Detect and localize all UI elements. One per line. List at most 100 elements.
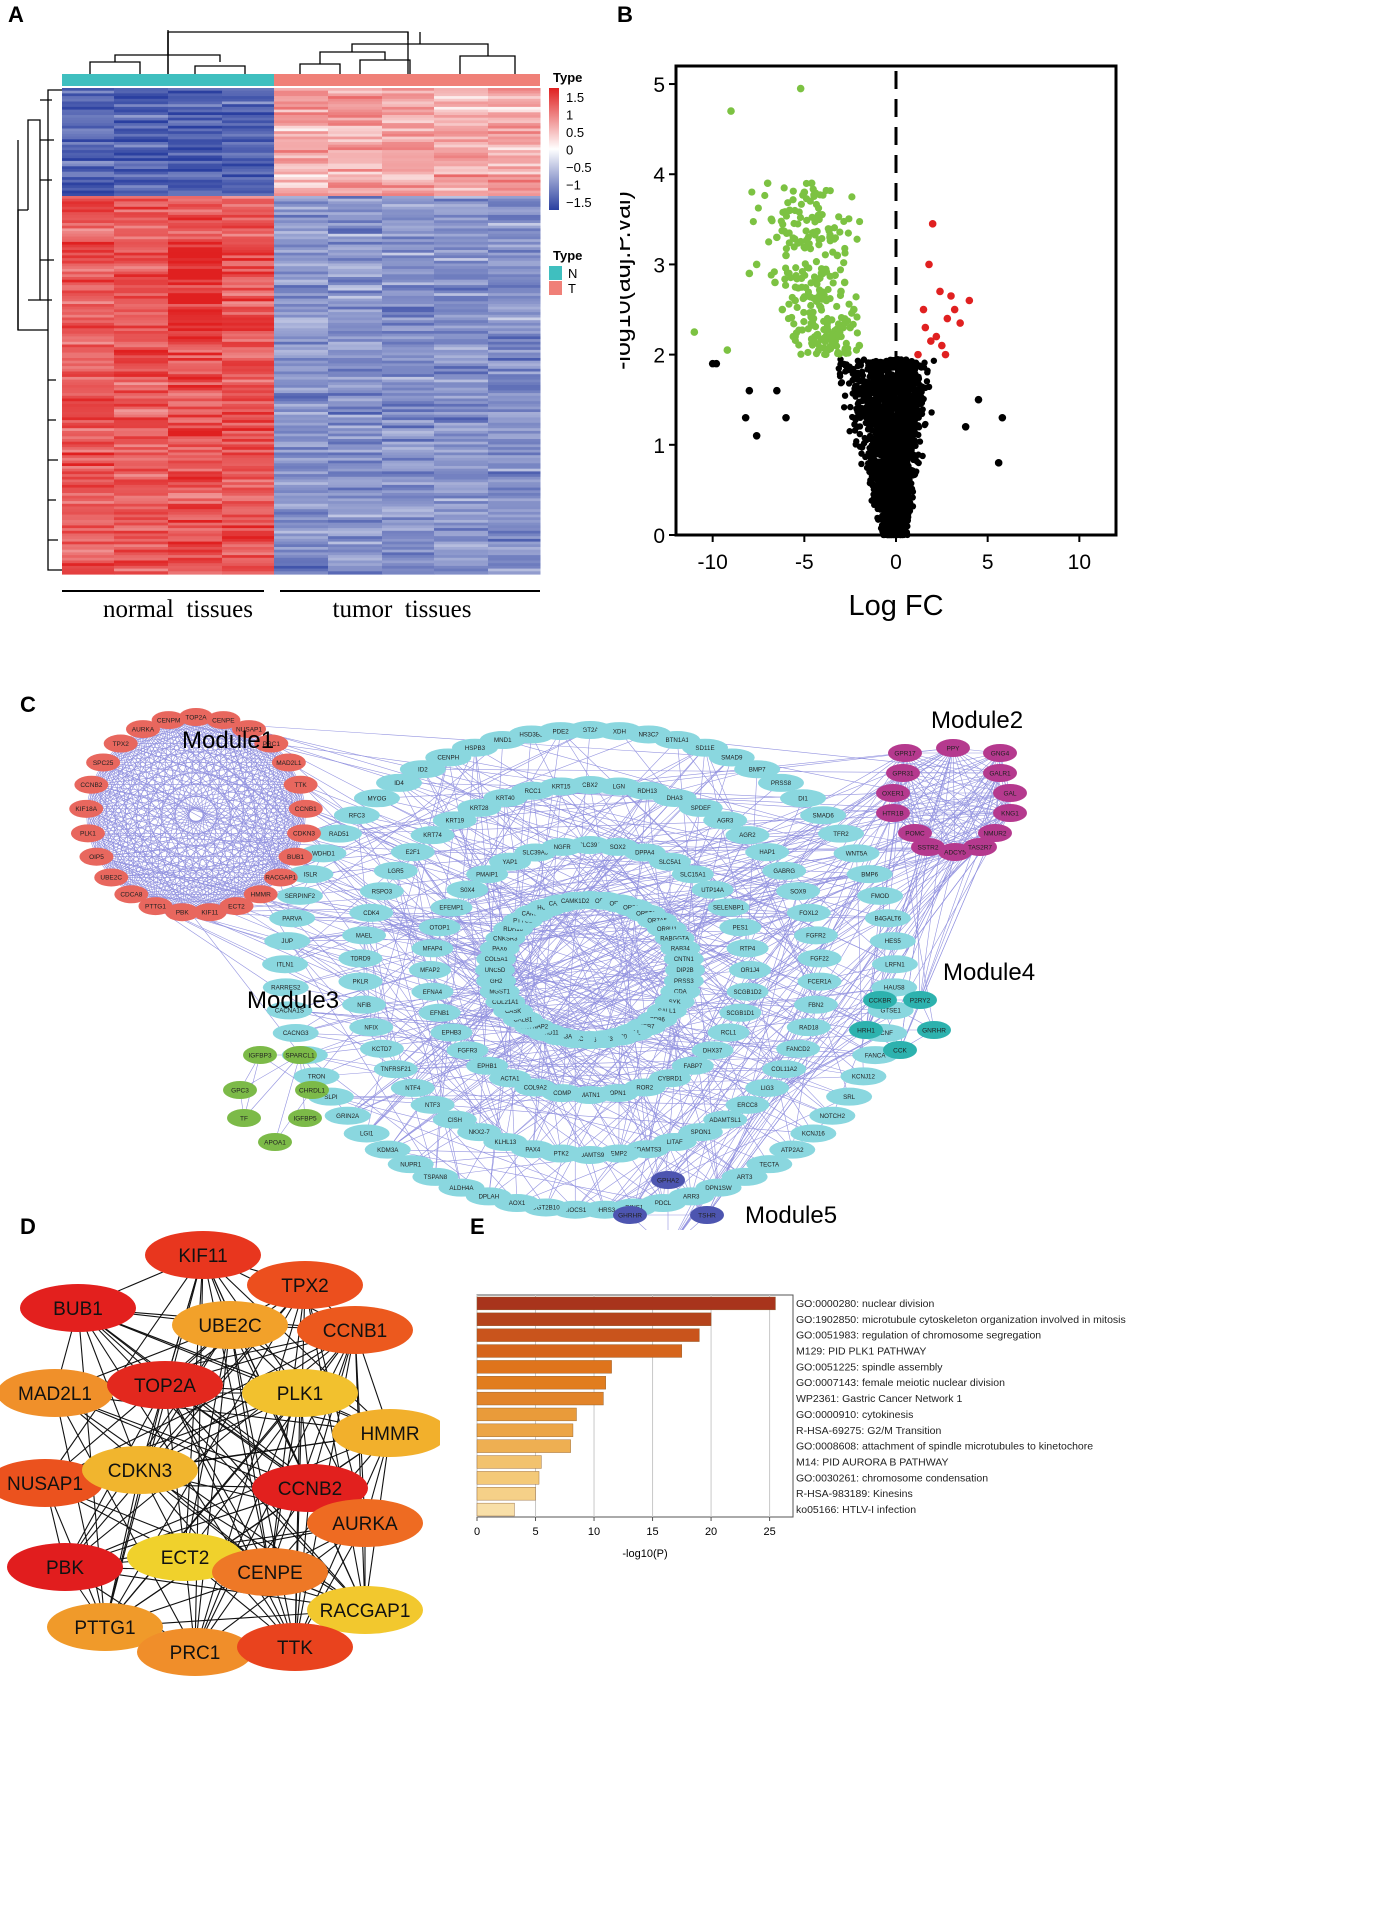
module-label: Module3 xyxy=(247,987,339,1014)
scale-tick-label: −1 xyxy=(566,178,581,193)
term-label: GO:0030261: chromosome condensation xyxy=(796,1472,988,1484)
x-tick-label: 5 xyxy=(982,551,994,574)
inner-ring-node: SELENBP1 xyxy=(707,898,750,917)
hub-node: PBK xyxy=(7,1543,123,1591)
module1-node: RACGAP1 xyxy=(263,868,298,887)
outer-ring-node: ATP2A2 xyxy=(769,1140,816,1159)
x-tick-label: 0 xyxy=(474,1526,480,1538)
x-tick-label: 10 xyxy=(588,1526,600,1538)
middle-ring-node: HAP1 xyxy=(745,843,790,862)
enrichment-bar xyxy=(476,1344,683,1358)
outer-ring-node: TFR2 xyxy=(818,824,865,843)
middle-ring-node: ADAMTSL1 xyxy=(703,1110,748,1129)
scale-tick-label: 0 xyxy=(566,143,573,158)
module4-node: HRH1 xyxy=(849,1021,883,1039)
volcano-point-down xyxy=(809,314,818,323)
module1-node: NUSAP1 xyxy=(231,720,266,739)
volcano-point-down xyxy=(850,305,858,314)
middle-ring-node: SPDEF xyxy=(678,798,723,817)
volcano-point-down xyxy=(752,260,761,269)
enrichment-bar xyxy=(476,1360,612,1374)
middle-ring-node: FGFR2 xyxy=(793,926,838,945)
heatmap-dendrogram xyxy=(17,30,516,571)
middle-ring-node: ERCC8 xyxy=(725,1095,770,1114)
y-tick-label: 0 xyxy=(653,525,665,548)
panel-a-label: A xyxy=(8,2,24,27)
volcano-point-ns xyxy=(745,386,754,395)
volcano-point-down xyxy=(745,269,754,278)
module1-node: KIF18A xyxy=(69,799,104,818)
volcano-point-down xyxy=(833,251,842,260)
inner-ring-node: NGFR xyxy=(541,837,584,856)
hub-node: TOP2A xyxy=(107,1361,223,1409)
volcano-point-down xyxy=(804,242,812,251)
inner-ring-node: FGFR3 xyxy=(446,1041,489,1060)
module2-node: GPR31 xyxy=(886,764,920,782)
inner-ring-node: SLC15A1 xyxy=(671,865,714,884)
module1-node: CENPE xyxy=(206,711,241,730)
volcano-point-ns xyxy=(773,386,781,395)
module1-node: ECT2 xyxy=(219,897,254,916)
hub-node: AURKA xyxy=(307,1499,423,1547)
middle-ring-node: KRT19 xyxy=(432,811,477,830)
middle-ring-node: RSPO3 xyxy=(359,882,404,901)
term-label: GO:0051983: regulation of chromosome seg… xyxy=(796,1330,1041,1342)
enrichment-bar xyxy=(476,1455,542,1469)
outer-ring-node: MYOG xyxy=(353,789,400,808)
outer-ring-node: KCNJ12 xyxy=(840,1067,887,1086)
volcano-point-down xyxy=(837,287,845,296)
middle-ring-node: NTF4 xyxy=(390,1078,435,1097)
network-nodes: UGT2A2 XDH NR3C2BTN1A1SD11ESMAD9BMP7PRSS8D… xyxy=(69,708,1027,1224)
module1-node: CCNB2 xyxy=(74,775,109,794)
normal-type-bar xyxy=(62,74,274,86)
module-label: Module2 xyxy=(931,707,1023,734)
volcano-point-ns xyxy=(994,459,1003,467)
volcano-point-up xyxy=(956,319,964,327)
outer-ring-node: LGI1 xyxy=(343,1124,390,1143)
term-label: GO:0007143: female meiotic nuclear divis… xyxy=(796,1377,1005,1389)
heatmap: Type 1.5 1 0.5 0 −0.5 −1 −1.5 Type N T normal … xyxy=(17,30,592,623)
volcano-point-ns xyxy=(782,413,790,422)
volcano-point-up xyxy=(950,305,959,314)
volcano-point-down xyxy=(690,328,699,336)
middle-ring-node: E2F1 xyxy=(390,843,435,862)
inner-ring-node: EPHB3 xyxy=(430,1023,473,1042)
outer-ring-node: TRON xyxy=(293,1067,340,1086)
volcano-point-ns xyxy=(998,413,1007,422)
inner-ring-node: FABP7 xyxy=(671,1056,714,1075)
volcano-point-down xyxy=(818,269,827,278)
x-tick-label: 25 xyxy=(763,1526,775,1538)
module1-node: HMMR xyxy=(243,885,278,904)
enrichment-bar xyxy=(476,1376,606,1390)
module-label: Module5 xyxy=(745,1202,837,1229)
volcano-point-ns xyxy=(752,431,761,440)
middle-ring-node: TDRD9 xyxy=(338,949,383,968)
enrichment-bar xyxy=(476,1423,574,1437)
module2-node: GNG4 xyxy=(983,744,1017,762)
module5-node: GPHA2 xyxy=(651,1171,685,1189)
volcano-point-down xyxy=(855,341,864,350)
volcano-point-down xyxy=(800,188,809,197)
volcano-point-down xyxy=(767,215,776,224)
middle-ring-node: FOXL2 xyxy=(786,903,831,922)
term-label: ko05166: HTLV-I infection xyxy=(796,1504,916,1516)
middle-ring-node: NKX2-7 xyxy=(457,1123,502,1142)
volcano-point-up xyxy=(947,292,955,300)
inner-ring-node: EFNB1 xyxy=(418,1003,461,1022)
volcano-point-up xyxy=(925,260,933,269)
enrichment-bar-chart: 0 5 10 15 20 25 GO:0000280: nuclear division GO… xyxy=(474,1294,1126,1560)
module3-node: TF xyxy=(227,1109,261,1127)
inner-ring-node: MFAP4 xyxy=(411,939,454,958)
module1-node: TPX2 xyxy=(103,734,138,753)
module1-node: CENPM xyxy=(151,711,186,730)
module2-node: NMUR2 xyxy=(978,824,1012,842)
scale-tick-label: −0.5 xyxy=(566,160,592,175)
volcano-plot: 0 1 2 3 4 5 -10 -5 0 5 10 Log FC -log10(adj.P.val) xyxy=(620,64,1118,622)
middle-ring-node: FCER1A xyxy=(797,972,842,991)
middle-ring-node: NFIX xyxy=(349,1018,394,1037)
middle-ring-node: CISH xyxy=(432,1110,477,1129)
heatmap-legend-title: Type xyxy=(553,70,582,85)
hub-node: BUB1 xyxy=(20,1284,136,1332)
module4-node: P2RY2 xyxy=(903,991,937,1009)
outer-ring-node: FMOD xyxy=(857,886,904,905)
